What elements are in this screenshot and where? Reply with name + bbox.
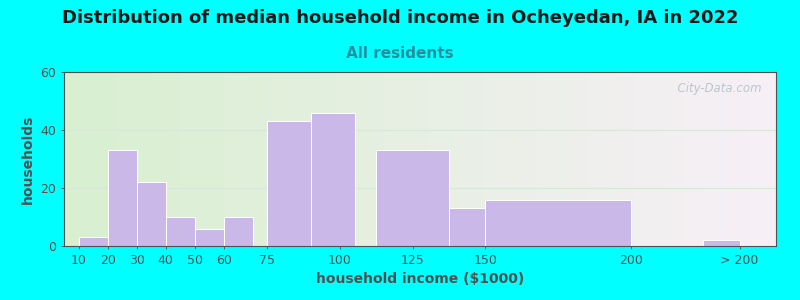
Bar (267, 121, 311, 246)
Text: All residents: All residents (346, 46, 454, 62)
Bar (486, 200, 630, 246)
Bar (166, 217, 194, 246)
Bar (137, 182, 166, 246)
Bar (449, 208, 486, 246)
X-axis label: household income ($1000): household income ($1000) (316, 272, 524, 286)
Bar (377, 150, 449, 246)
Bar (224, 217, 253, 246)
Bar (194, 229, 224, 246)
Bar (78, 237, 107, 246)
Y-axis label: households: households (21, 114, 35, 204)
Bar (703, 240, 740, 246)
Bar (107, 150, 137, 246)
Bar (311, 112, 354, 246)
Text: Distribution of median household income in Ocheyedan, IA in 2022: Distribution of median household income … (62, 9, 738, 27)
Text: City-Data.com: City-Data.com (670, 82, 762, 95)
